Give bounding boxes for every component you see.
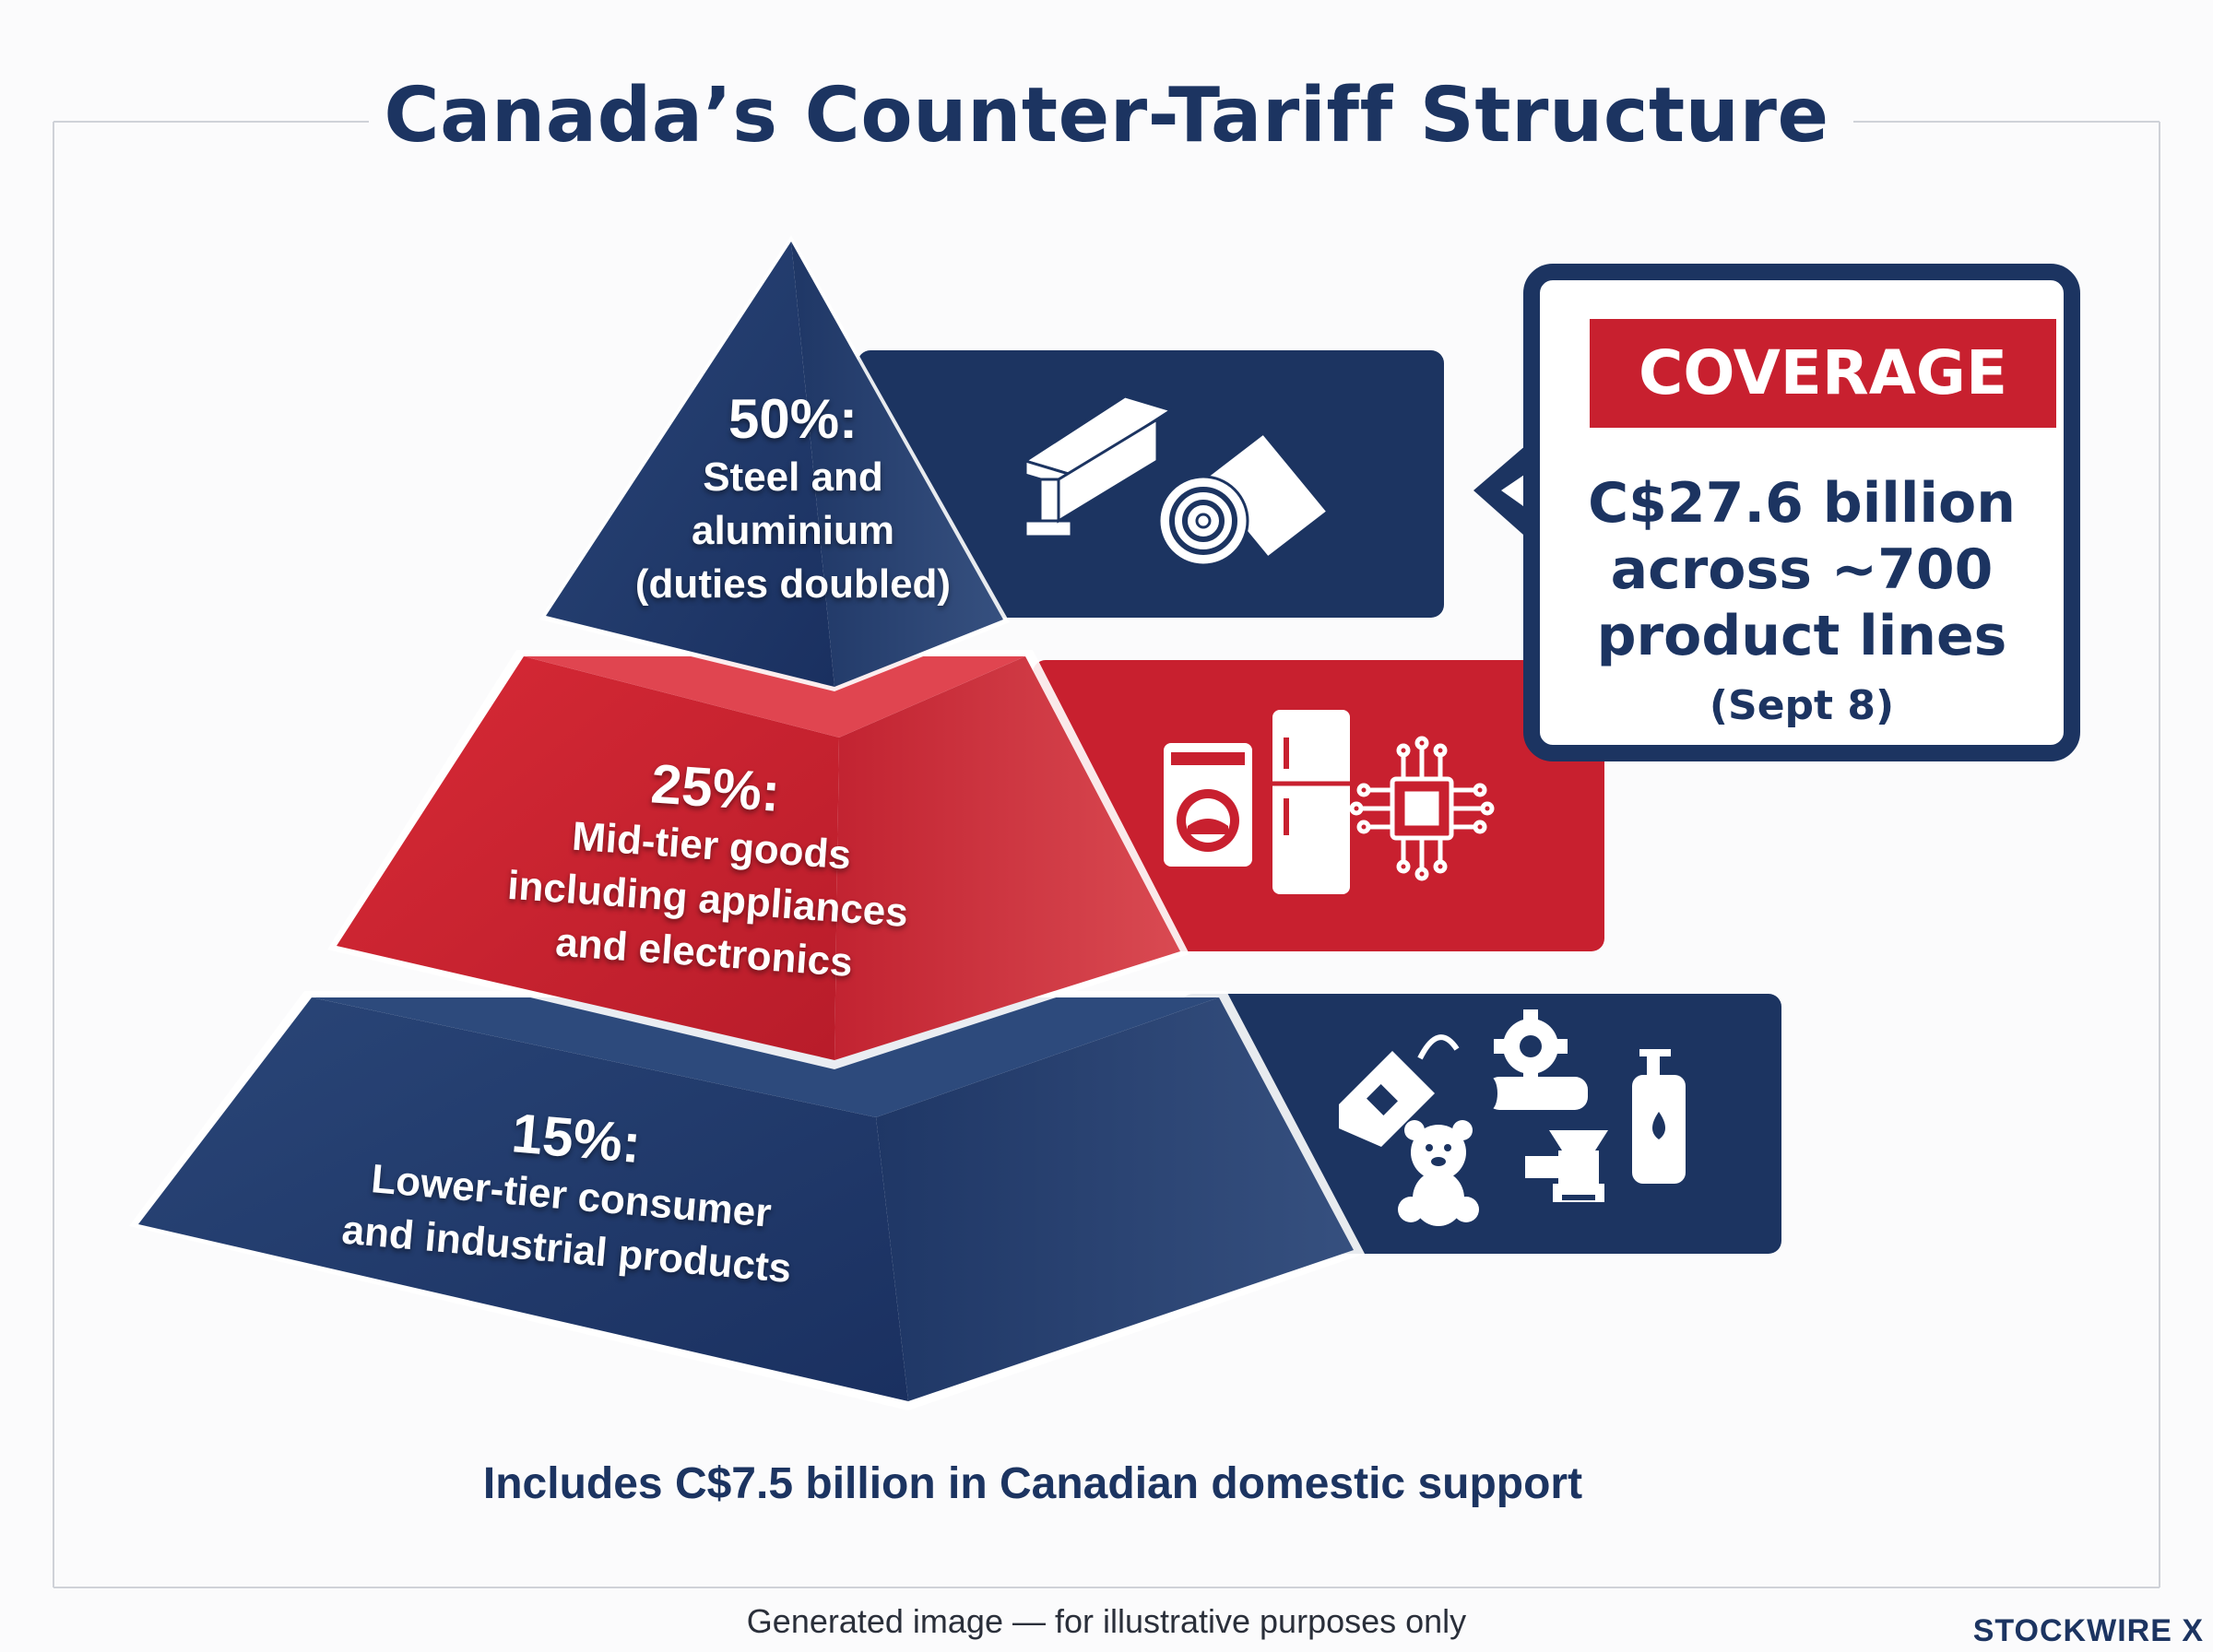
coverage-amount-line: C$27.6 billion	[1588, 471, 2016, 536]
tier-3-icon-panel	[1180, 994, 1781, 1254]
tier-1-label: 50%: Steel and aluminium (duties doubled…	[590, 387, 996, 611]
brand-logo: STOCKWIRE X	[1972, 1613, 2204, 1648]
steel-beam-icon	[1022, 395, 1175, 538]
coverage-date: (Sept 8)	[1709, 682, 1895, 729]
footnote: Includes C$7.5 billion in Canadian domes…	[482, 1459, 1583, 1508]
pyramid-tier-2	[327, 650, 1189, 1069]
washing-machine-icon	[1164, 743, 1252, 867]
lotion-bottle-icon	[1632, 1049, 1686, 1184]
tier-1-description-line: aluminium	[691, 508, 895, 553]
microchip-icon	[1349, 736, 1495, 881]
refrigerator-icon	[1272, 710, 1350, 894]
coverage-amount: C$27.6 billion across ~700 product lines	[1540, 470, 2064, 669]
disclaimer: Generated image — for illustrative purpo…	[746, 1602, 1467, 1640]
coverage-amount-line: product lines	[1596, 604, 2007, 668]
meat-grinder-icon	[1525, 1130, 1608, 1202]
tier-1-percent: 50%:	[728, 388, 858, 450]
tier-1-description-line: Steel and	[703, 454, 883, 500]
tier-1-icon-panel	[858, 350, 1444, 618]
tier-1-description-line: (duties doubled)	[634, 561, 952, 607]
teddy-bear-icon	[1398, 1120, 1479, 1226]
tier-2-label: 25%: Mid-tier goods including appliances…	[454, 738, 966, 997]
frame	[53, 121, 2160, 1588]
page-title: Canada’s Counter-Tariff Structure	[384, 72, 1829, 159]
gear-icon	[1483, 1009, 1588, 1110]
coverage-callout: COVERAGE C$27.6 billion across ~700 prod…	[1523, 264, 2080, 761]
pyramid-tier-1	[539, 235, 1010, 691]
aluminium-roll-icon	[1157, 431, 1331, 567]
price-tag-icon	[1339, 1034, 1460, 1147]
coverage-label: COVERAGE	[1590, 319, 2056, 428]
pyramid-tier-3	[129, 991, 1365, 1410]
coverage-amount-line: across ~700	[1610, 537, 1994, 602]
